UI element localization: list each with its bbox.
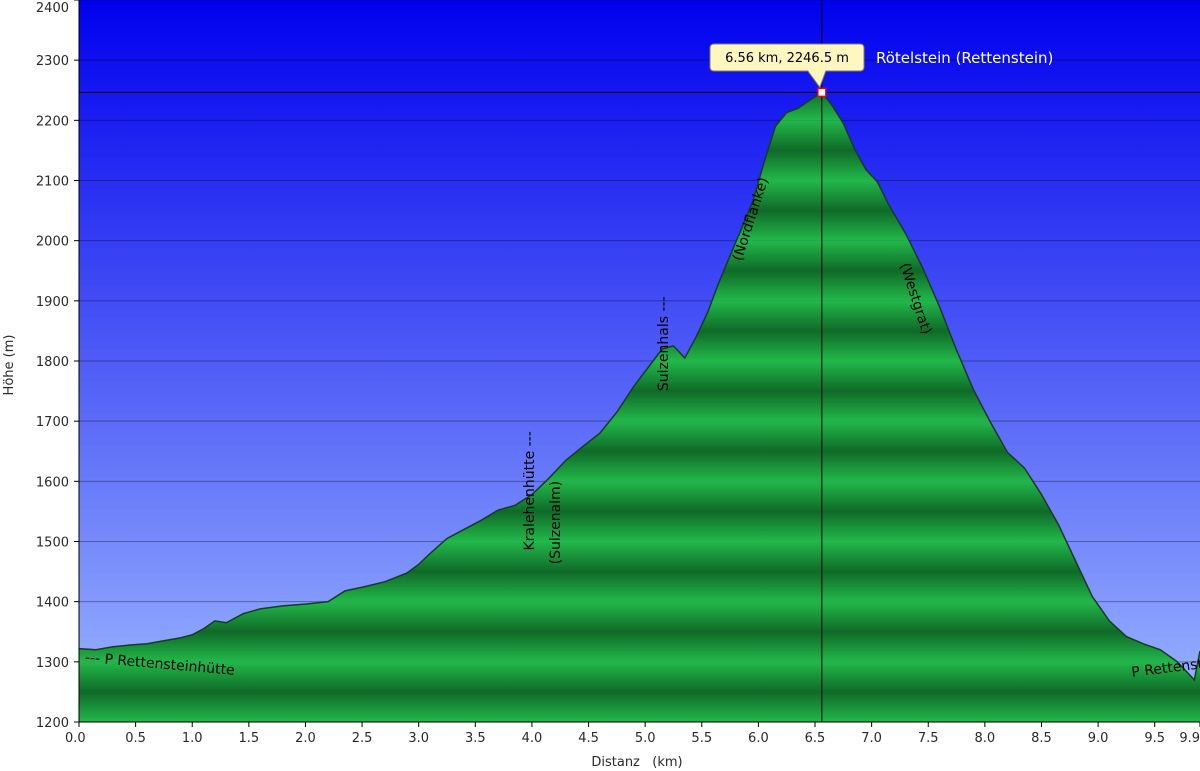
x-tick-label: 2.5 [352,731,373,746]
x-tick-label: 8.5 [1031,731,1052,746]
x-tick-label: 6.5 [805,731,826,746]
x-tick-label: 9.0 [1088,731,1109,746]
y-tick-label: 1900 [36,295,69,310]
x-tick-label: 9.9 [1179,731,1200,746]
crosshair [79,0,1200,722]
route-label: Kralehenhütte --- [522,431,538,550]
peak-name-label: Rötelstein (Rettenstein) [876,49,1053,67]
peak-marker-group: 6.56 km, 2246.5 m Rötelstein (Rettenstein… [709,43,1053,98]
axes: 1200 1300 1400 1500 1600 1700 1800 1900 2000 2100… [36,0,1200,746]
x-tick-label: 8.0 [975,731,996,746]
y-tick-label: 1800 [36,355,69,370]
x-tick-label: 0.0 [65,731,86,746]
x-tick-label: 5.5 [691,731,712,746]
y-tick-label: 2000 [36,235,69,250]
y-axis-title: Höhe (m) [2,335,17,396]
y-tick-label: 1700 [36,415,69,430]
x-tick-label: 2.0 [295,731,316,746]
x-tick-label: 6.0 [748,731,769,746]
elevation-line [79,91,1200,682]
y-tick-label: 2400 [36,1,69,16]
x-tick-label: 9.5 [1144,731,1165,746]
x-tick-label: 1.5 [239,731,260,746]
y-tick-label: 1500 [36,536,69,551]
y-tick-label: 2200 [36,114,69,129]
peak-tooltip [709,43,865,89]
terrain-band [79,661,1200,722]
y-tick-label: 1400 [36,596,69,611]
y-tick-label: 2100 [36,175,69,190]
peak-tooltip-label: 6.56 km, 2246.5 m [725,51,849,66]
x-tick-label: 4.5 [578,731,599,746]
x-tick-label: 7.5 [918,731,939,746]
x-tick-label: 3.0 [408,731,429,746]
y-tick-label: 2300 [36,54,69,69]
route-label: Sulzenhals --- [656,296,672,391]
y-tick-label: 1600 [36,475,69,490]
x-axis-title: Distanz (km) [591,755,682,770]
route-label: (Sulzenalm) [548,481,564,565]
peak-marker[interactable] [817,87,827,98]
terrain-band [79,601,1200,662]
x-tick-label: 3.5 [465,731,486,746]
x-tick-label: 4.0 [522,731,543,746]
x-tick-label: 7.0 [861,731,882,746]
y-tick-label: 1200 [36,716,69,731]
x-tick-label: 5.0 [635,731,656,746]
x-tick-label: 1.0 [182,731,203,746]
y-tick-label: 1300 [36,656,69,671]
x-tick-label: 0.5 [125,731,146,746]
